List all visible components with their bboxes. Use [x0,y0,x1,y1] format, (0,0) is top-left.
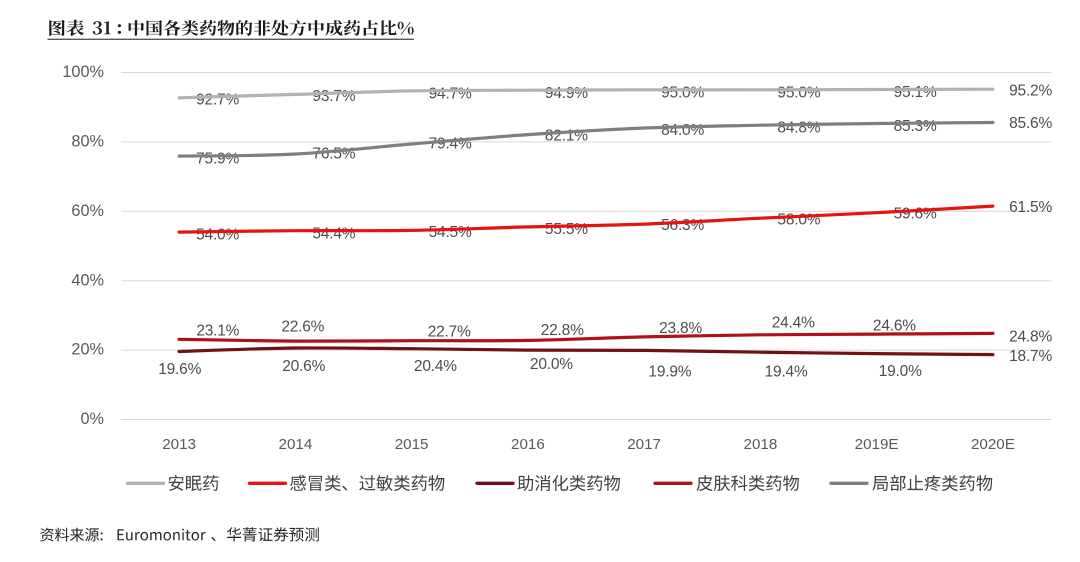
svg-text:2014: 2014 [279,436,313,453]
svg-text:95.0%: 95.0% [777,85,820,102]
svg-text:24.6%: 24.6% [873,318,916,335]
svg-text:85.6%: 85.6% [1009,115,1052,132]
svg-text:40%: 40% [71,271,104,289]
svg-text:23.8%: 23.8% [659,320,702,337]
svg-text:20%: 20% [71,341,104,359]
svg-text:20.6%: 20.6% [282,358,325,375]
svg-text:54.5%: 54.5% [429,224,472,241]
svg-text:22.7%: 22.7% [428,324,471,341]
svg-text:23.1%: 23.1% [196,323,239,340]
svg-text:59.6%: 59.6% [894,205,937,222]
svg-text:20.0%: 20.0% [530,356,573,373]
svg-text:80%: 80% [71,133,104,151]
svg-text:24.8%: 24.8% [1009,328,1052,345]
svg-text:93.7%: 93.7% [312,88,355,105]
svg-text:84.0%: 84.0% [661,122,704,139]
svg-text:61.5%: 61.5% [1009,199,1052,216]
svg-text:95.1%: 95.1% [894,84,937,101]
svg-text:95.0%: 95.0% [661,85,704,102]
svg-text:2017: 2017 [627,436,661,453]
svg-text:58.0%: 58.0% [777,211,820,228]
svg-text:92.7%: 92.7% [196,92,239,109]
svg-text:84.8%: 84.8% [777,120,820,137]
svg-text:95.2%: 95.2% [1009,83,1052,100]
svg-text:54.0%: 54.0% [196,227,239,244]
svg-text:94.7%: 94.7% [429,86,472,103]
svg-text:0%: 0% [80,410,104,428]
svg-text:19.9%: 19.9% [648,363,691,380]
svg-text:2016: 2016 [511,436,545,453]
svg-text:18.7%: 18.7% [1009,348,1052,365]
svg-text:2015: 2015 [395,436,429,453]
svg-text:2013: 2013 [162,436,196,453]
svg-text:2018: 2018 [744,436,778,453]
svg-text:94.9%: 94.9% [545,85,588,102]
svg-text:19.4%: 19.4% [765,364,808,381]
svg-text:100%: 100% [62,63,104,81]
svg-text:22.8%: 22.8% [541,322,584,339]
svg-text:85.3%: 85.3% [894,118,937,135]
svg-text:60%: 60% [71,202,104,220]
svg-text:20.4%: 20.4% [414,358,457,375]
svg-text:55.5%: 55.5% [545,221,588,238]
svg-text:24.4%: 24.4% [772,315,815,332]
svg-text:22.6%: 22.6% [281,318,324,335]
svg-text:75.9%: 75.9% [196,150,239,167]
svg-text:19.6%: 19.6% [158,361,201,378]
svg-text:54.4%: 54.4% [312,226,355,243]
svg-text:2020E: 2020E [971,436,1015,453]
svg-text:2019E: 2019E [855,436,899,453]
svg-text:76.5%: 76.5% [312,146,355,163]
svg-text:19.0%: 19.0% [879,363,922,380]
svg-text:56.3%: 56.3% [661,217,704,234]
